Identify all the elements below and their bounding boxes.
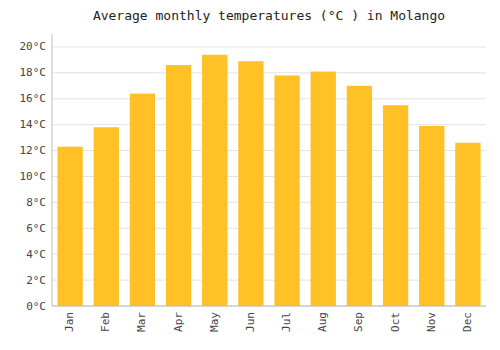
y-axis: 0°C 2°C 4°C 6°C 8°C 10°C 12°C 14°C 16°C 18°C 20°C [20, 34, 53, 313]
chart-container: Average monthly temperatures (°C ) in Mo… [0, 0, 500, 350]
y-tick-label: 8°C [26, 196, 46, 209]
y-tick-label: 0°C [26, 300, 46, 313]
bar [202, 55, 227, 306]
grid [52, 47, 486, 306]
x-tick-label: Mar [135, 312, 148, 332]
y-tick-label: 2°C [26, 274, 46, 287]
x-tick-label: Jul [280, 312, 293, 332]
x-axis: Jan Feb Mar Apr May Jun Jul Aug Sep Oct Nov Dec [52, 306, 486, 332]
bar [57, 147, 82, 306]
x-tick-label: Feb [99, 312, 112, 332]
grid-line [52, 98, 486, 99]
grid-line [52, 124, 486, 125]
bars [57, 55, 480, 306]
grid-line [52, 72, 486, 73]
grid-line [52, 306, 486, 307]
x-tick-label: May [208, 312, 221, 332]
bar [383, 105, 408, 306]
y-tick-label: 16°C [20, 92, 47, 105]
bar [455, 143, 480, 306]
x-tick-label: Sep [352, 312, 365, 332]
x-tick-label: Apr [172, 312, 185, 332]
y-tick-label: 18°C [20, 66, 47, 79]
grid-line [52, 46, 486, 47]
title: Average monthly temperatures (°C ) in Mo… [93, 8, 445, 23]
x-tick-label: Oct [389, 312, 402, 332]
bar [130, 94, 155, 306]
x-tick-label: Jan [63, 312, 76, 332]
y-axis-line [52, 34, 53, 306]
y-tick-label: 20°C [20, 40, 47, 53]
x-tick-label: Aug [316, 312, 329, 332]
x-tick-label: Nov [425, 312, 438, 332]
bar [238, 61, 263, 306]
y-tick-label: 6°C [26, 222, 46, 235]
x-axis-line [52, 306, 486, 307]
bar [274, 75, 299, 306]
chart: Average monthly temperatures (°C ) in Mo… [0, 0, 500, 350]
x-tick-label: Dec [461, 312, 474, 332]
y-tick-label: 10°C [20, 170, 47, 183]
y-tick-label: 14°C [20, 118, 47, 131]
y-tick-label: 4°C [26, 248, 46, 261]
y-tick-label: 12°C [20, 144, 47, 157]
x-tick-label: Jun [244, 312, 257, 332]
bar [347, 86, 372, 306]
bar [419, 126, 444, 306]
bar [311, 72, 336, 306]
bar [166, 65, 191, 306]
bar [94, 127, 119, 306]
